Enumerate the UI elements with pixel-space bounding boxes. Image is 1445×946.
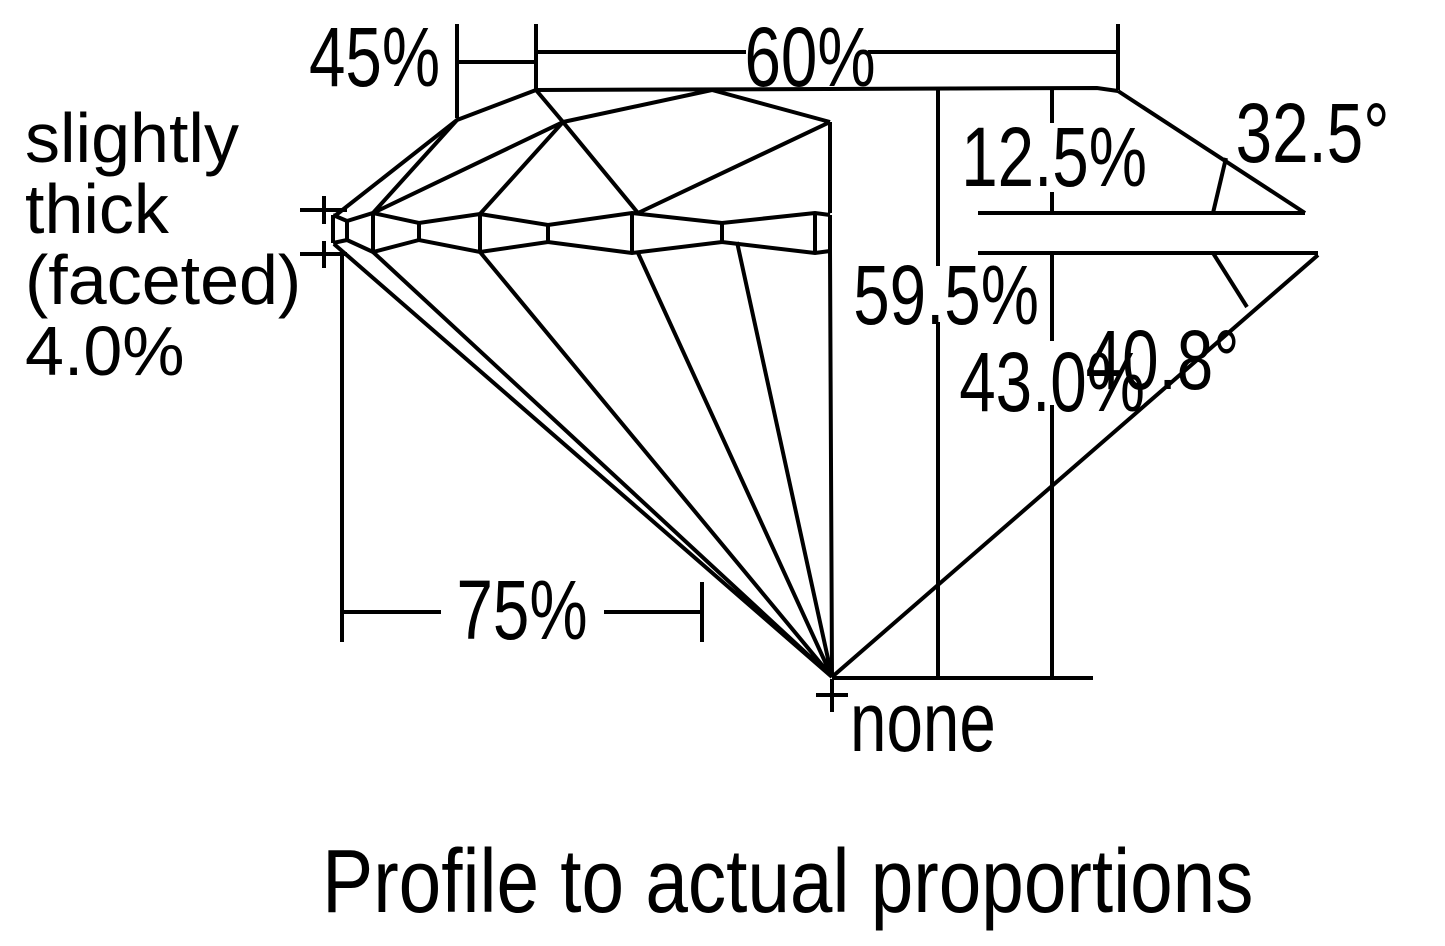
pavilion-angle-label: 40.8° <box>763 318 1445 402</box>
pavilion-slope-right <box>830 253 1320 679</box>
lower-girdle-dimension <box>340 255 704 642</box>
girdle-tick-crosses <box>300 196 347 268</box>
pavilion-depth-label: 43.0% <box>652 340 1445 424</box>
crown-slope-right <box>1116 89 1307 215</box>
culet-tick-cross <box>816 679 848 712</box>
star-length-dimension <box>455 24 536 118</box>
girdle-word-3: (faceted) <box>25 241 302 319</box>
crown-height-value: 12.5% <box>961 110 1147 204</box>
culet-label: none <box>850 680 1037 764</box>
star-length-value: 45% <box>308 10 440 104</box>
diamond-wireframe <box>331 85 1320 679</box>
crown-angle-label: 32.5° <box>913 91 1445 175</box>
pavilion-depth-value: 43.0% <box>959 335 1145 429</box>
girdle-bottom-edge <box>332 237 831 256</box>
girdle-word-1: slightly <box>25 99 239 177</box>
pavilion-facet-lines <box>332 241 834 679</box>
total-depth-value: 59.5% <box>853 248 1039 342</box>
girdle-facet-verticals <box>331 213 832 253</box>
caption-text: Profile to actual proportions <box>322 832 1254 932</box>
crown-height-label: 12.5% <box>654 115 1445 199</box>
girdle-thickness-label: slightly thick (faceted) 4.0% <box>25 103 301 387</box>
lower-girdle-label: 75% <box>122 568 922 652</box>
girdle-word-2: thick <box>25 170 169 248</box>
pavilion-angle-value: 40.8° <box>1086 313 1240 407</box>
diagram-caption: Profile to actual proportions <box>188 837 1388 927</box>
pavilion-angle-tick <box>1211 251 1249 309</box>
girdle-value: 4.0% <box>25 312 185 390</box>
girdle-plane-reference-lines <box>978 211 1318 255</box>
crown-facet-lines <box>371 88 832 216</box>
crown-angle-tick <box>1211 157 1228 214</box>
total-depth-label: 59.5% <box>546 253 1346 337</box>
culet-value: none <box>850 675 996 769</box>
crown-angle-value: 32.5° <box>1236 86 1390 180</box>
girdle-top-edge <box>332 210 831 228</box>
star-length-label: 45% <box>0 15 440 99</box>
crown-silhouette-left <box>334 88 537 217</box>
dimension-lines <box>300 24 1318 712</box>
lower-girdle-value: 75% <box>456 563 588 657</box>
table-edge <box>535 85 1119 93</box>
table-dimension <box>534 24 1120 90</box>
table-size-value: 60% <box>744 10 876 104</box>
table-size-label: 60% <box>410 15 1210 99</box>
